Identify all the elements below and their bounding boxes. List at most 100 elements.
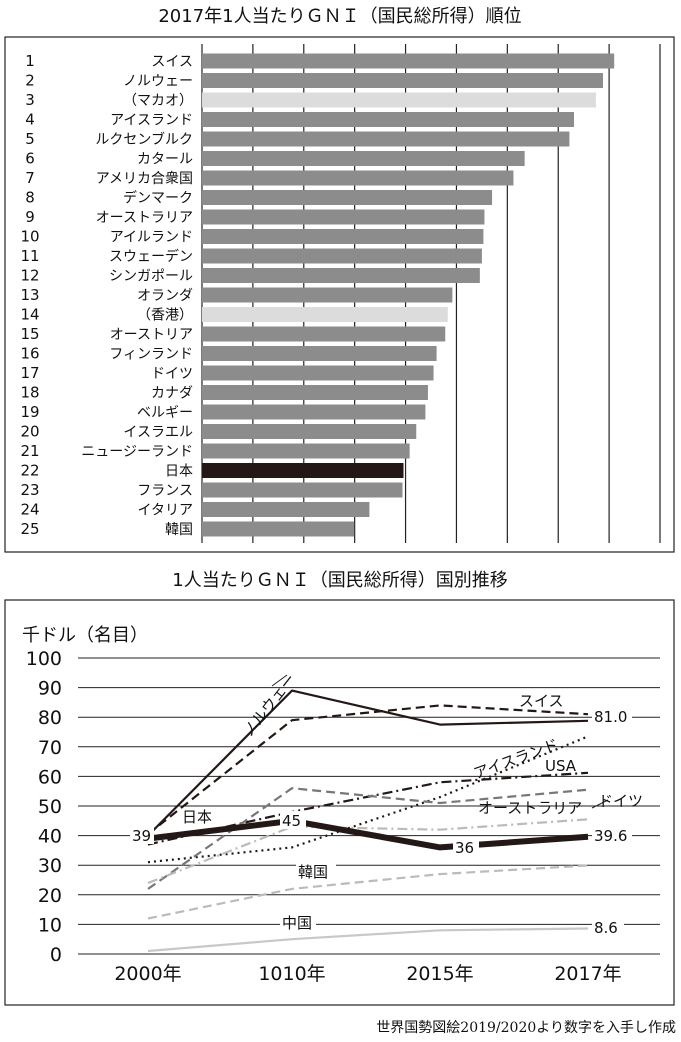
country-label: ルクセンブルク [95, 131, 193, 148]
label-halo [592, 826, 632, 844]
country-label: シンガポール [109, 269, 193, 285]
y-tick-label: 50 [38, 796, 62, 818]
country-label: ドイツ [151, 366, 193, 382]
rank-label: 9 [25, 208, 35, 226]
bar [202, 131, 570, 147]
rank-label: 1 [25, 52, 35, 70]
country-label: カナダ [151, 386, 193, 402]
source-note: 世界国勢図絵2019/2020より数字を入手し作成 [376, 1020, 676, 1036]
bar [202, 521, 355, 537]
line-grid: 0 10 20 30 40 50 60 70 80 90 100 2000年 1010年 2015年 201… [26, 648, 660, 985]
y-tick-label: 20 [38, 885, 62, 907]
y-tick-label: 70 [38, 737, 62, 759]
bar-grid [201, 44, 661, 543]
country-label: フランス [137, 483, 193, 499]
series-line-1 [147, 704, 589, 835]
bar [202, 209, 485, 225]
label-halo [280, 811, 306, 829]
rank-label: 16 [20, 345, 39, 363]
bar [202, 53, 615, 69]
data-label: 39.6 [594, 827, 627, 845]
x-tick-label: 2015年 [406, 963, 473, 985]
x-tick-label: 1010年 [258, 963, 325, 985]
y-tick-label: 60 [38, 766, 62, 788]
country-label: ノルウェー [123, 74, 193, 90]
bar [202, 268, 480, 283]
rank-label: 12 [20, 267, 39, 285]
country-label: アイルランド [110, 230, 193, 246]
country-label: ニュージーランド [81, 444, 193, 460]
country-label: ベルギー [137, 405, 193, 421]
line-series [147, 689, 589, 953]
rank-label: 8 [25, 189, 35, 207]
country-label: スウェーデン [109, 248, 193, 265]
bar [202, 248, 482, 264]
series-line-5 [147, 818, 589, 885]
rank-label: 23 [20, 481, 39, 499]
y-tick-label: 80 [38, 707, 62, 729]
bar-chart-title: 2017年1人当たりＧＮＩ（国民総所得）順位 [158, 6, 521, 27]
series-line-8 [147, 927, 589, 953]
bar [202, 170, 514, 186]
series-line-0 [147, 689, 589, 837]
bar [202, 287, 453, 303]
bar [202, 385, 428, 400]
series-line-3 [147, 771, 589, 846]
country-label: アメリカ合衆国 [96, 171, 193, 187]
bar [202, 190, 493, 205]
rank-label: 7 [25, 169, 35, 187]
rank-label: 13 [20, 286, 39, 304]
y-axis-label: 千ドル（名目） [22, 625, 148, 646]
rank-label: 17 [20, 364, 39, 382]
country-label: スイス [151, 54, 193, 70]
bar [202, 307, 448, 322]
bar [202, 502, 370, 517]
bar [202, 365, 434, 381]
rank-label: 22 [20, 462, 39, 480]
series-line-4 [147, 787, 589, 890]
rank-label: 20 [20, 423, 39, 441]
series-name-label: ドイツ [598, 792, 643, 810]
label-halo [280, 913, 316, 931]
bar [202, 482, 403, 498]
rank-label: 2 [25, 72, 35, 90]
series-name-label: 韓国 [298, 863, 328, 881]
bar [202, 112, 574, 127]
y-tick-label: 0 [50, 944, 62, 966]
country-label: カタール [137, 152, 193, 168]
series-name-label: ノルウェー [239, 670, 299, 740]
country-label: （マカオ） [123, 93, 193, 109]
rank-label: 6 [25, 150, 35, 168]
rank-label: 19 [20, 403, 39, 421]
country-label: アイスランド [110, 113, 193, 129]
bar [202, 92, 596, 108]
bar [202, 463, 404, 478]
bar-series: 1 スイス 2 ノルウェー 3 （マカオ） 4 アイスランド 5 ルクセンブルク 6 カタール 7 アメリ… [20, 52, 615, 538]
bar [202, 229, 484, 244]
rank-label: 25 [20, 520, 39, 538]
leader-line [591, 799, 609, 809]
y-tick-label: 10 [38, 914, 62, 936]
label-halo [592, 707, 632, 725]
series-name-label: 中国 [282, 914, 312, 932]
data-label: 36 [455, 839, 474, 857]
rank-label: 18 [20, 384, 39, 402]
y-tick-label: 90 [38, 678, 62, 700]
bar [202, 151, 525, 166]
rank-label: 4 [25, 111, 35, 129]
data-label: 39 [132, 827, 151, 845]
label-halo [130, 826, 154, 844]
country-label: デンマーク [123, 190, 193, 207]
x-tick-label: 2017年 [554, 963, 621, 985]
bar-chart-frame [4, 36, 675, 553]
country-label: イスラエル [123, 425, 193, 441]
country-label: イタリア [138, 503, 193, 519]
country-label: 韓国 [165, 522, 193, 538]
leader-line [271, 674, 288, 687]
x-tick-label: 2000年 [114, 963, 181, 985]
series-line-7 [147, 864, 589, 920]
y-tick-label: 30 [38, 855, 62, 877]
rank-label: 14 [20, 306, 39, 324]
